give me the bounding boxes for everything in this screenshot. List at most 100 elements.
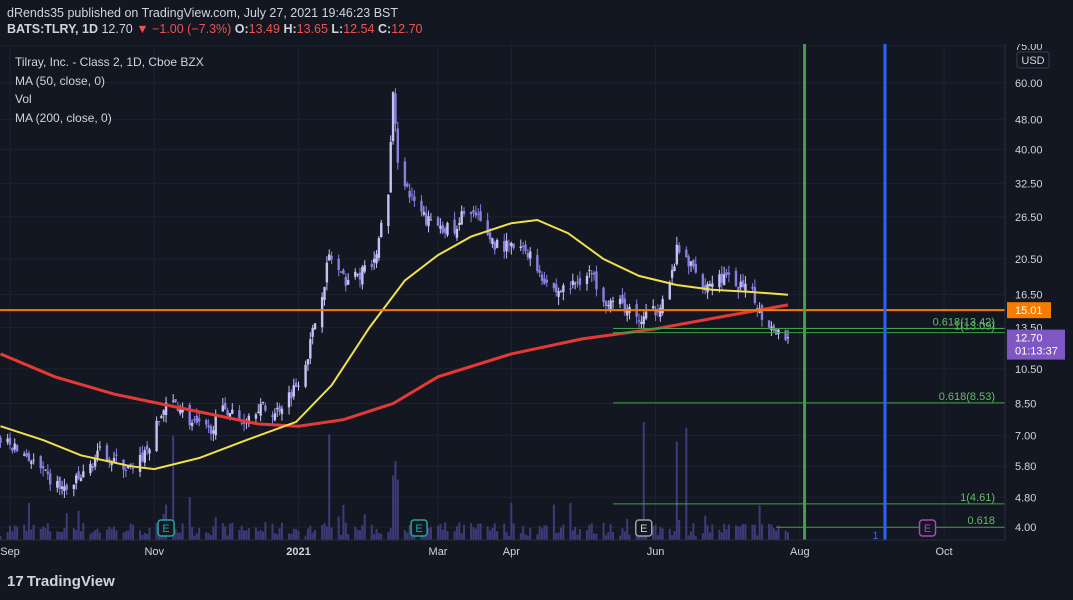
price-tick-label: 40.00 [1015,144,1043,156]
candle-body [394,93,397,124]
price-tick-label: 4.00 [1015,522,1036,534]
legend-title[interactable]: Tilray, Inc. - Class 2, 1D, Cboe BZX [15,55,204,69]
candle-body [242,421,246,424]
volume-bar [56,531,59,540]
volume-bar [673,531,676,540]
volume-bar [309,525,312,540]
volume-bar [27,502,30,540]
candle-body [692,259,695,267]
earnings-marker-label: E [924,523,931,535]
earnings-marker: E [157,519,175,537]
volume-bar [380,533,383,540]
candle-body [240,422,243,424]
candle-body [231,409,234,414]
candle-body [261,402,265,404]
volume-bar [753,524,756,540]
candle-body [642,316,645,325]
volume-bar [590,523,593,540]
candle-body [559,291,563,293]
candle-body [377,238,381,258]
volume-bar [264,522,267,540]
volume-bar [375,528,378,540]
candle-body [396,128,400,163]
candle-body [503,241,506,252]
candle-body [410,194,414,196]
volume-bar [593,533,596,540]
volume-bar [687,535,690,540]
candle-body [488,232,492,240]
legend-vol[interactable]: Vol [15,92,32,106]
volume-bar [628,534,631,540]
candle-body [205,419,208,425]
candle-body [512,243,515,249]
candle-body [339,271,343,273]
volume-bar [228,523,231,540]
candle-body [96,450,99,458]
tradingview-logo[interactable]: 17 TradingView [7,573,115,590]
volume-bar [155,523,158,540]
candle-body [271,415,274,417]
candle-body [538,270,541,273]
volume-bar [205,532,208,540]
volume-bar [742,523,745,540]
volume-bar [389,528,392,540]
volume-bar [737,526,740,540]
candle-body [188,404,191,426]
volume-bar [271,523,274,540]
volume-bar [694,535,697,540]
volume-bar [91,532,94,540]
price-tick-label: 16.50 [1015,290,1043,302]
legend-ma200[interactable]: MA (200, close, 0) [15,110,112,125]
volume-bar [46,523,49,540]
volume-bar [718,529,721,540]
candle-body [98,446,102,448]
candle-body [474,212,478,216]
candle-body [292,385,295,397]
volume-bar [344,522,347,540]
volume-bar [124,531,127,540]
candle-body [58,476,61,490]
candle-body [311,328,314,337]
candle-body [722,274,726,285]
candle-body [297,385,300,387]
volume-bar [609,523,612,540]
candle-body [526,253,530,258]
publish-header: dRends35 published on TradingView.com, J… [0,0,1073,44]
volume-bar [496,531,499,540]
candle-body [79,477,83,482]
candles [0,88,790,498]
candle-body [306,359,310,365]
price-chart[interactable]: 0.618(13.42)1(13.09) 0.618(8.53) 1(4.61) 0.… [0,44,1073,568]
candle-body [472,210,475,213]
volume-bar [108,527,111,540]
candle-body [720,273,723,283]
fib-label: 0.618(13.42) [933,317,995,329]
volume-bar [214,517,217,540]
volume-bar [552,504,555,540]
candle-body [578,278,582,285]
volume-bar [221,523,224,540]
open-value: 13.49 [248,22,280,36]
volume-bar [557,532,560,540]
candle-body [623,298,627,313]
volume-bar [460,533,463,540]
candle-body [706,283,709,293]
candle-body [543,278,546,284]
candle-body [704,285,707,291]
legend-ma50[interactable]: MA (50, close, 0) [15,73,106,88]
candle-body [767,320,771,328]
volume-bar [406,532,409,540]
candle-body [309,339,312,359]
volume-bar [685,427,688,540]
candle-body [112,457,116,464]
time-axis: Sep Nov 2021 Mar Apr Jun Aug Oct [0,546,952,558]
earnings-marker-label: E [415,523,422,535]
candle-body [56,481,59,488]
candle-body [443,228,447,233]
volume-bar [330,527,333,540]
volume-bar [479,523,482,540]
volume-bar [0,535,2,540]
volume-bar [578,528,581,540]
volume-bar [470,523,473,540]
resistance-price-label: 15.01 [1015,305,1043,317]
